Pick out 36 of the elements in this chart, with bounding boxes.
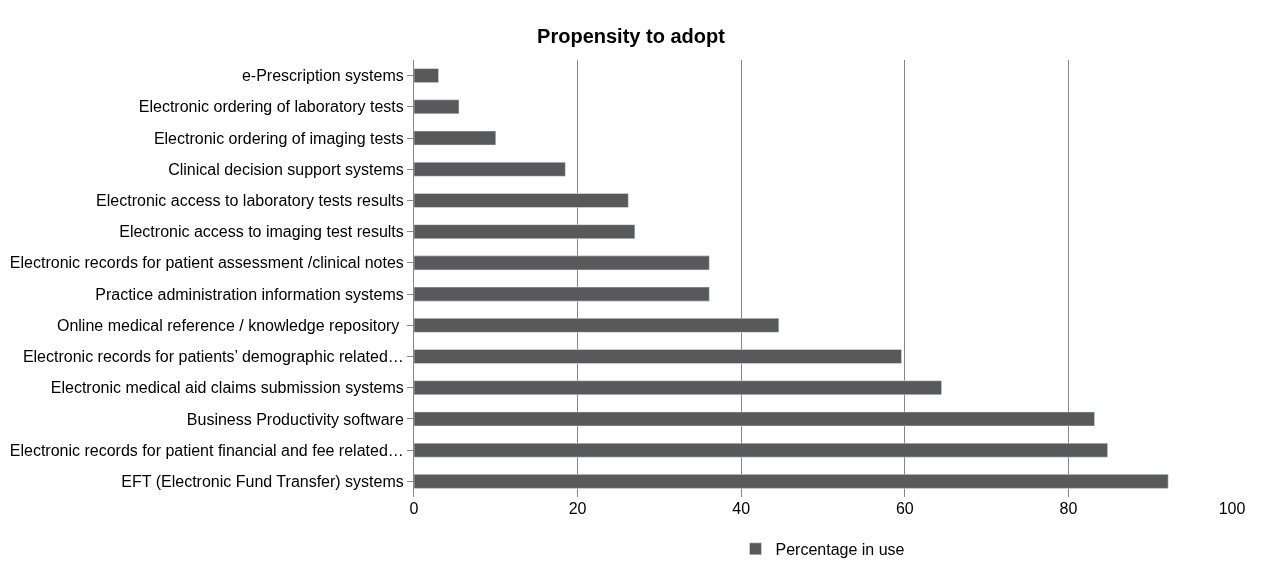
y-tick-label: Electronic medical aid claims submission systems: [50, 379, 404, 397]
bar: [414, 442, 1108, 458]
bar: [414, 349, 902, 364]
y-tick-label: Electronic records for patients’ demographic related…: [22, 348, 404, 366]
y-tick-label: Business Productivity software: [186, 410, 404, 428]
bar: [414, 474, 1169, 489]
legend-label: Percentage in use: [775, 541, 905, 559]
y-tick-label: Online medical reference / knowledge repository: [56, 316, 404, 334]
bar: [414, 68, 439, 83]
y-tick-label: Practice administration information systems: [95, 285, 404, 303]
y-tick-label: Electronic access to laboratory tests results: [96, 192, 404, 210]
bar: [414, 99, 460, 115]
bar: [414, 224, 636, 239]
y-tick-label: Electronic ordering of imaging tests: [153, 129, 404, 147]
y-tick-label: Electronic ordering of laboratory tests: [138, 98, 404, 116]
bar: [414, 255, 710, 271]
y-tick-label: Electronic records for patient assessment /clinical notes: [9, 254, 404, 272]
x-tick-label: 60: [895, 500, 914, 517]
x-tick-label: 40: [732, 500, 751, 517]
x-tick-label: 80: [1059, 500, 1078, 517]
y-tick-label: Electronic records for patient financial and fee related…: [9, 441, 404, 459]
bar: [414, 380, 942, 396]
bar: [414, 161, 566, 177]
bar: [414, 411, 1095, 427]
x-tick-label: 0: [409, 500, 419, 517]
bar: [414, 130, 497, 146]
bar: [414, 318, 780, 333]
x-tick-label: 20: [568, 500, 587, 517]
bar: [414, 286, 710, 302]
bar: [414, 193, 629, 208]
y-tick-label: Clinical decision support systems: [168, 160, 404, 178]
y-tick-label: EFT (Electronic Fund Transfer) systems: [121, 472, 404, 490]
x-tick-label: 100: [1218, 500, 1246, 517]
chart-title: Propensity to adopt: [537, 24, 726, 47]
y-tick-label: Electronic access to imaging test results: [119, 223, 404, 241]
y-tick-label: e-Prescription systems: [241, 67, 404, 85]
